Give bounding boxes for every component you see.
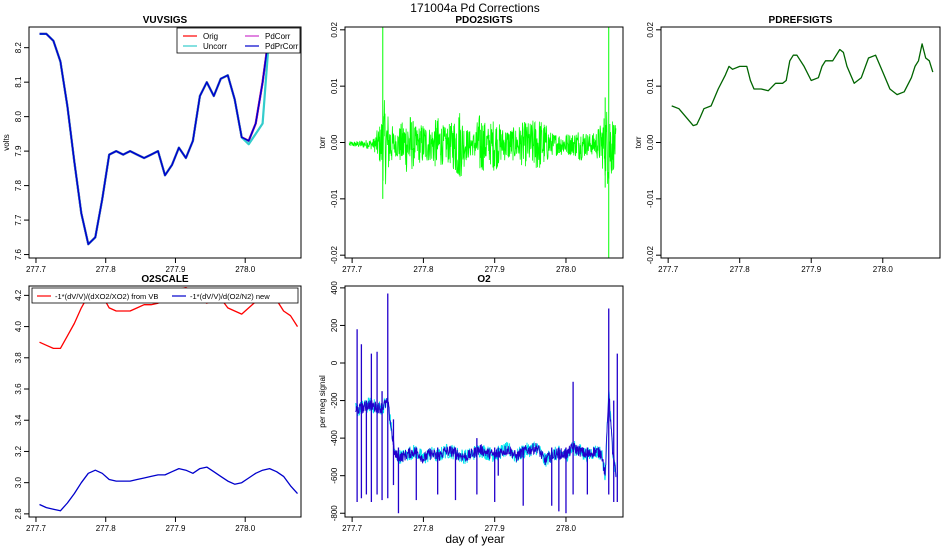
plot-area: [348, 27, 617, 258]
x-tick-label: 278.0: [556, 265, 577, 274]
x-tick-label: 277.7: [26, 524, 47, 533]
plot-frame: [28, 26, 302, 259]
y-axis-label: volts: [2, 134, 11, 150]
plot-frame: [344, 285, 624, 518]
plot-frame: [344, 26, 624, 259]
series-2-0: [671, 43, 934, 127]
figure-title: 171004a Pd Corrections: [410, 1, 539, 15]
y-tick-label: 2.8: [14, 508, 23, 520]
panel-title: VUVSIGS: [143, 15, 188, 26]
y-tick-label: 0.02: [330, 21, 339, 37]
x-tick-label: 277.7: [26, 265, 47, 274]
panel-o2: O2 per meg signal 277.7 277.8 277.9 278.0 -800…: [318, 274, 624, 533]
y-tick-label: -0.01: [330, 189, 339, 208]
panel-o2scale: O2SCALE 277.7 277.8 277.9 278.0 2.8 3.0 3.2 3.4 3…: [14, 274, 302, 533]
series-3-1: [39, 466, 298, 512]
legend-box: [31, 287, 299, 304]
legend-label: -1*(dV/V)/d(O2/N2) new: [190, 292, 270, 301]
y-tick-label: 4.0: [14, 320, 23, 332]
plot-area: [355, 293, 618, 514]
y-tick-label: -200: [330, 392, 339, 409]
y-tick-label: -600: [330, 467, 339, 484]
y-tick-label: 8.1: [14, 76, 23, 88]
legend: Orig PdCorr Uncorr PdPrCorr: [176, 27, 301, 54]
y-tick-label: 3.0: [14, 477, 23, 489]
y-tick-label: 7.6: [14, 248, 23, 260]
x-tick-label: 277.8: [96, 265, 117, 274]
x-tick-label: 277.9: [165, 265, 186, 274]
x-tick-label: 278.0: [235, 265, 256, 274]
legend-label: Orig: [203, 32, 218, 41]
y-tick-label: 3.6: [14, 383, 23, 395]
x-tick-label: 278.0: [556, 524, 577, 533]
y-tick-label: 0.02: [646, 21, 655, 37]
y-tick-label: 8.2: [14, 42, 23, 54]
x-tick-label: 277.7: [658, 265, 679, 274]
plot-frame: [660, 26, 941, 259]
y-tick-label: 7.9: [14, 145, 23, 157]
y-tick-label: -0.02: [646, 246, 655, 265]
series-0-1: [39, 29, 298, 246]
x-tick-label: 278.0: [873, 265, 894, 274]
panel-title: PDO2SIGTS: [455, 15, 513, 26]
legend: -1*(dV/V)/(dXO2/XO2) from VB -1*(dV/V)/d(…: [31, 287, 299, 304]
series-0-2: [39, 29, 298, 246]
panel-pdo2sigts: PDO2SIGTS torr 277.7 277.8 277.9 278.0 -0.02 -0…: [318, 15, 624, 274]
y-tick-label: 400: [330, 281, 339, 295]
panel-title: O2SCALE: [141, 274, 189, 285]
series-1-0: [348, 100, 617, 185]
y-axis-label: torr: [318, 136, 327, 148]
x-tick-label: 277.9: [165, 524, 186, 533]
legend-label: PdCorr: [265, 32, 291, 41]
y-tick-label: -0.01: [646, 189, 655, 208]
y-tick-label: 200: [330, 318, 339, 332]
y-tick-label: -0.02: [330, 246, 339, 265]
y-tick-label: 0.01: [646, 78, 655, 94]
plot-area: [39, 286, 299, 512]
panel-title: PDREFSIGTS: [769, 15, 833, 26]
x-tick-label: 278.0: [235, 524, 256, 533]
x-tick-label: 277.8: [96, 524, 117, 533]
y-tick-label: 7.8: [14, 179, 23, 191]
legend-box: [176, 27, 301, 54]
y-axis-label: torr: [634, 136, 643, 148]
x-tick-label: 277.8: [730, 265, 751, 274]
plot-area: [671, 43, 934, 127]
x-tick-label: 277.7: [342, 524, 363, 533]
y-axis-label: per meg signal: [318, 375, 327, 428]
y-tick-label: 4.2: [14, 289, 23, 301]
x-tick-label: 277.8: [413, 524, 434, 533]
panel-vuvsigs: VUVSIGS volts 277.7 277.8 277.9 278.0 7.6 7.7 7.…: [2, 15, 302, 274]
plot-area: [39, 29, 298, 246]
plot-frame: [28, 285, 302, 518]
y-tick-label: 8.0: [14, 111, 23, 123]
x-tick-label: 277.7: [342, 265, 363, 274]
y-tick-label: 7.7: [14, 214, 23, 226]
series-4-1: [355, 393, 617, 478]
x-tick-label: 277.9: [485, 524, 506, 533]
panel-title: O2: [477, 274, 491, 285]
y-tick-label: 3.2: [14, 445, 23, 457]
x-tick-label: 277.9: [485, 265, 506, 274]
y-tick-label: 3.4: [14, 414, 23, 426]
legend-label: PdPrCorr: [265, 42, 299, 51]
y-tick-label: 0: [330, 360, 339, 365]
figure-xlabel: day of year: [445, 532, 504, 546]
y-tick-label: 0.00: [330, 134, 339, 150]
y-tick-label: -400: [330, 430, 339, 447]
series-0-3: [39, 29, 298, 245]
x-tick-label: 277.9: [801, 265, 822, 274]
y-tick-label: 3.8: [14, 352, 23, 364]
panel-pdrefsigts: PDREFSIGTS torr 277.7 277.8 277.9 278.0 -0.02 -…: [634, 15, 941, 274]
y-tick-label: -800: [330, 505, 339, 522]
series-4-0: [355, 390, 617, 481]
y-tick-label: 0.00: [646, 134, 655, 150]
y-tick-label: 0.01: [330, 78, 339, 94]
legend-label: Uncorr: [203, 42, 227, 51]
x-tick-label: 277.8: [413, 265, 434, 274]
legend-label: -1*(dV/V)/(dXO2/XO2) from VB: [55, 292, 158, 301]
series-0-0: [39, 29, 298, 246]
